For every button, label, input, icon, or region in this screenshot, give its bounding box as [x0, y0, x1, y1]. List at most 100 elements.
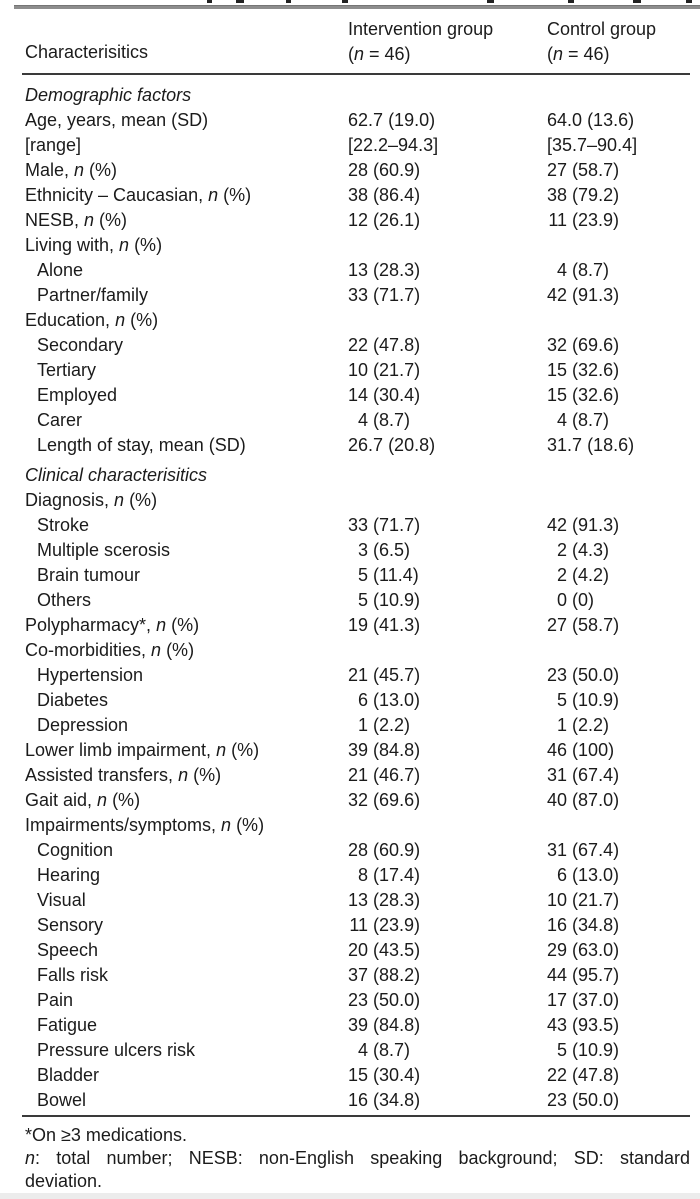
cell-percentage: (23.9) [373, 915, 421, 935]
cell-intervention: 26.7 (20.8) [348, 433, 435, 458]
cell-percentage: (17.4) [373, 865, 421, 885]
caption-text-remnant-mark [633, 0, 641, 3]
cell-count: 32 [547, 335, 568, 355]
row-label: Cognition [37, 840, 114, 860]
cell-count: 21 [348, 665, 369, 685]
cell-control: 2 (4.2) [547, 563, 609, 588]
table-row: NESB, n (%) 12 (26.1) 11 (23.9) [25, 208, 690, 233]
cell-count: 0 [557, 590, 568, 610]
cell-intervention: 11 (23.9) [348, 913, 420, 938]
row-label: Speech [37, 940, 99, 960]
caption-text-remnant-mark [686, 0, 692, 3]
cell-control: 43 (93.5) [547, 1013, 619, 1038]
row-label: Education, n (%) [25, 310, 159, 330]
row-label: Age, years, mean (SD) [25, 110, 209, 130]
cell-intervention: 12 (26.1) [348, 208, 420, 233]
cell-count: 38 [348, 185, 369, 205]
row-label: Lower limb impairment, n (%) [25, 740, 260, 760]
cell-count: 6 [557, 865, 568, 885]
cell-count: 1 [358, 715, 369, 735]
cell-count: 22 [547, 1065, 568, 1085]
row-label: [range] [25, 135, 82, 155]
row-label: Bowel [37, 1090, 87, 1110]
table-row: Depression 1 (2.2) 1 (2.2) [25, 713, 690, 738]
table-row: Multiple scerosis 3 (6.5) 2 (4.3) [25, 538, 690, 563]
column-header-intervention: Intervention group (n = 46) [348, 17, 493, 67]
row-label: Tertiary [37, 360, 97, 380]
cell-intervention: 13 (28.3) [348, 258, 420, 283]
table-row: Age, years, mean (SD) 62.7 (19.0) 64.0 (13… [25, 108, 690, 133]
cell-count: 43 [547, 1015, 568, 1035]
cell-percentage: (8.7) [373, 410, 411, 430]
row-label: Diabetes [37, 690, 109, 710]
row-label: Depression [37, 715, 129, 735]
cell-percentage: (43.5) [373, 940, 421, 960]
cell-count: 5 [358, 565, 369, 585]
cell-control: 44 (95.7) [547, 963, 619, 988]
cell-count: 12 [348, 210, 369, 230]
table-row: Co-morbidities, n (%) [25, 638, 690, 663]
cell-count: 15 [348, 1065, 369, 1085]
table-row: Male, n (%) 28 (60.9) 27 (58.7) [25, 158, 690, 183]
page-edge-shadow [0, 1193, 700, 1199]
cell-percentage: (50.0) [572, 665, 620, 685]
row-label: Co-morbidities, n (%) [25, 640, 195, 660]
cell-percentage: (10.9) [572, 1040, 620, 1060]
cell-percentage: (2.2) [572, 715, 610, 735]
cell-count: [22.2–94.3] [348, 135, 439, 155]
table-row: Assisted transfers, n (%) 21 (46.7) 31 (67… [25, 763, 690, 788]
table-row: Tertiary 10 (21.7) 15 (32.6) [25, 358, 690, 383]
cell-percentage: (84.8) [373, 1015, 421, 1035]
cell-percentage: (71.7) [373, 515, 421, 535]
cell-percentage: (8.7) [373, 1040, 411, 1060]
control-group-n: (n = 46) [547, 44, 610, 64]
cell-percentage: (2.2) [373, 715, 411, 735]
cell-percentage: (50.0) [572, 1090, 620, 1110]
cell-count: 8 [358, 865, 369, 885]
row-label: Stroke [37, 515, 90, 535]
row-label: Secondary [37, 335, 124, 355]
cell-count: 2 [557, 540, 568, 560]
cell-control: 5 (10.9) [547, 1038, 619, 1063]
cell-percentage: (10.9) [572, 690, 620, 710]
cell-percentage: (8.7) [572, 260, 610, 280]
cell-count: 31 [547, 765, 568, 785]
cell-percentage: (58.7) [572, 160, 620, 180]
table-row: Others 5 (10.9) 0 (0) [25, 588, 690, 613]
table-row: Hypertension 21 (45.7) 23 (50.0) [25, 663, 690, 688]
cell-percentage: (95.7) [572, 965, 620, 985]
caption-text-remnant-mark [286, 0, 291, 3]
table-row: Sensory 11 (23.9) 16 (34.8) [25, 913, 690, 938]
column-header-characteristics: Characterisitics [25, 42, 149, 62]
cell-percentage: (91.3) [572, 285, 620, 305]
cell-intervention: 10 (21.7) [348, 358, 420, 383]
cell-count: 38 [547, 185, 568, 205]
row-label: Partner/family [37, 285, 149, 305]
table-row: Diabetes 6 (13.0) 5 (10.9) [25, 688, 690, 713]
cell-intervention: 16 (34.8) [348, 1088, 420, 1113]
cell-control: 4 (8.7) [547, 408, 609, 433]
section-title: Demographic factors [25, 85, 192, 105]
cell-control: 6 (13.0) [547, 863, 619, 888]
table-row: Carer 4 (8.7) 4 (8.7) [25, 408, 690, 433]
cell-control: 27 (58.7) [547, 158, 619, 183]
cell-control: 40 (87.0) [547, 788, 619, 813]
table-row: Employed 14 (30.4) 15 (32.6) [25, 383, 690, 408]
row-label: Hearing [37, 865, 101, 885]
cell-count: 13 [348, 890, 369, 910]
cell-intervention: 5 (11.4) [348, 563, 419, 588]
cell-percentage: (4.3) [572, 540, 610, 560]
table-row: Education, n (%) [25, 308, 690, 333]
cell-intervention: 37 (88.2) [348, 963, 420, 988]
table-row: Speech 20 (43.5) 29 (63.0) [25, 938, 690, 963]
table-row: Secondary 22 (47.8) 32 (69.6) [25, 333, 690, 358]
cell-count: 42 [547, 515, 568, 535]
cell-control: 17 (37.0) [547, 988, 619, 1013]
cell-control: 32 (69.6) [547, 333, 619, 358]
table-row: Gait aid, n (%) 32 (69.6) 40 (87.0) [25, 788, 690, 813]
cell-intervention: 1 (2.2) [348, 713, 410, 738]
row-label: Brain tumour [37, 565, 141, 585]
table-row: Alone 13 (28.3) 4 (8.7) [25, 258, 690, 283]
cell-count: 17 [547, 990, 568, 1010]
table-row: Ethnicity – Caucasian, n (%) 38 (86.4) 38 … [25, 183, 690, 208]
